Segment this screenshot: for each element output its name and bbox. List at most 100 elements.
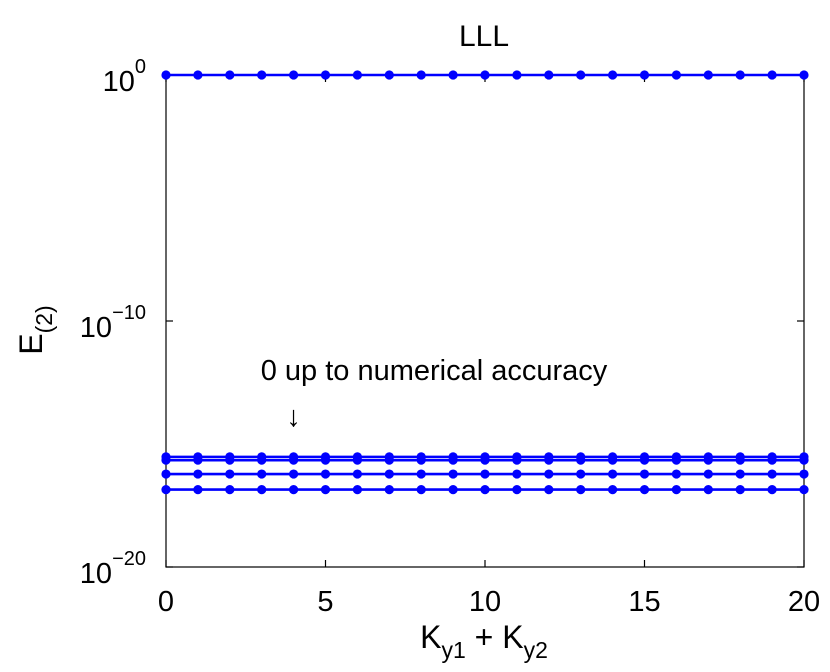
data-point [639,455,650,465]
data-point [225,469,235,479]
data-point [161,469,171,479]
data-point [257,485,267,495]
data-point [671,485,682,495]
data-point [767,455,777,465]
data-point [352,469,362,479]
y-tick-label: 10−10 [80,302,146,344]
data-point [735,70,745,80]
data-point [544,469,554,479]
data-point [799,485,809,495]
data-point [703,469,713,479]
data-point [576,485,586,495]
data-point [448,455,458,465]
data-point [225,70,235,80]
data-point [193,455,203,465]
data-point [289,455,299,465]
data-point [320,70,331,80]
data-point [416,485,426,495]
data-point [225,485,235,495]
data-point [193,70,203,80]
series-4 [161,469,809,479]
data-point [703,455,713,465]
data-point [735,469,745,479]
data-point [416,455,426,465]
y-axis-title: E(2) [13,305,57,354]
x-axis-title-symbol-1: K [420,619,441,655]
data-point [161,485,171,495]
series-1 [161,70,809,80]
data-point [703,70,713,80]
data-point [671,70,682,80]
data-point [352,70,362,80]
data-point [639,70,650,80]
x-tick-label: 5 [317,586,333,618]
data-point [703,485,713,495]
plot-area [165,74,805,568]
data-point [257,70,267,80]
x-axis-title-subscript-2: y2 [524,637,548,663]
data-point [161,70,171,80]
data-point [767,469,777,479]
data-point [576,469,586,479]
data-point [480,485,490,495]
y-tick-label-exponent: −20 [112,548,146,570]
y-tick-label-exponent: 0 [135,56,146,78]
data-point [544,455,554,465]
data-point [448,485,458,495]
annotation-text: 0 up to numerical accuracy [261,355,608,387]
data-point [799,70,809,80]
data-point [480,469,490,479]
data-point [193,469,203,479]
chart-title: LLL [459,20,509,53]
data-point [608,485,618,495]
data-point [639,469,650,479]
data-point [608,70,618,80]
annotation-arrow: ↓ [286,401,301,433]
y-tick-label-base: 10 [103,66,135,98]
data-point [544,485,554,495]
series-3 [161,455,809,465]
x-axis-title-plus: + [466,619,502,655]
y-tick-label: 100 [103,56,146,98]
data-point [544,70,554,80]
y-tick-label-base: 10 [80,312,112,344]
data-point [767,70,777,80]
data-point [448,469,458,479]
series-5 [161,485,809,495]
data-point [161,455,171,465]
data-point [352,485,362,495]
data-point [289,485,299,495]
data-point [352,455,362,465]
x-tick-label: 0 [158,586,174,618]
data-point [257,469,267,479]
data-point [257,455,267,465]
data-point [639,485,650,495]
x-axis-title-symbol-2: K [502,619,523,655]
data-point [193,485,203,495]
x-axis-title-subscript-1: y1 [441,637,465,663]
data-point [384,455,394,465]
y-axis-title-symbol: E [13,333,49,354]
data-point [512,455,522,465]
data-point [384,70,394,80]
x-tick-label: 20 [788,586,820,618]
data-point [384,485,394,495]
data-point [225,455,235,465]
data-point [735,485,745,495]
data-point [320,469,331,479]
data-point [512,70,522,80]
data-point [799,455,809,465]
data-point [416,70,426,80]
data-point [512,469,522,479]
y-tick-label-base: 10 [80,558,112,590]
data-point [671,469,682,479]
y-tick-label-exponent: −10 [112,302,146,324]
data-point [608,469,618,479]
y-axis-title-subscript: (2) [31,305,57,333]
data-point [448,70,458,80]
data-point [767,485,777,495]
data-point [608,455,618,465]
data-point [289,70,299,80]
data-point [320,455,331,465]
